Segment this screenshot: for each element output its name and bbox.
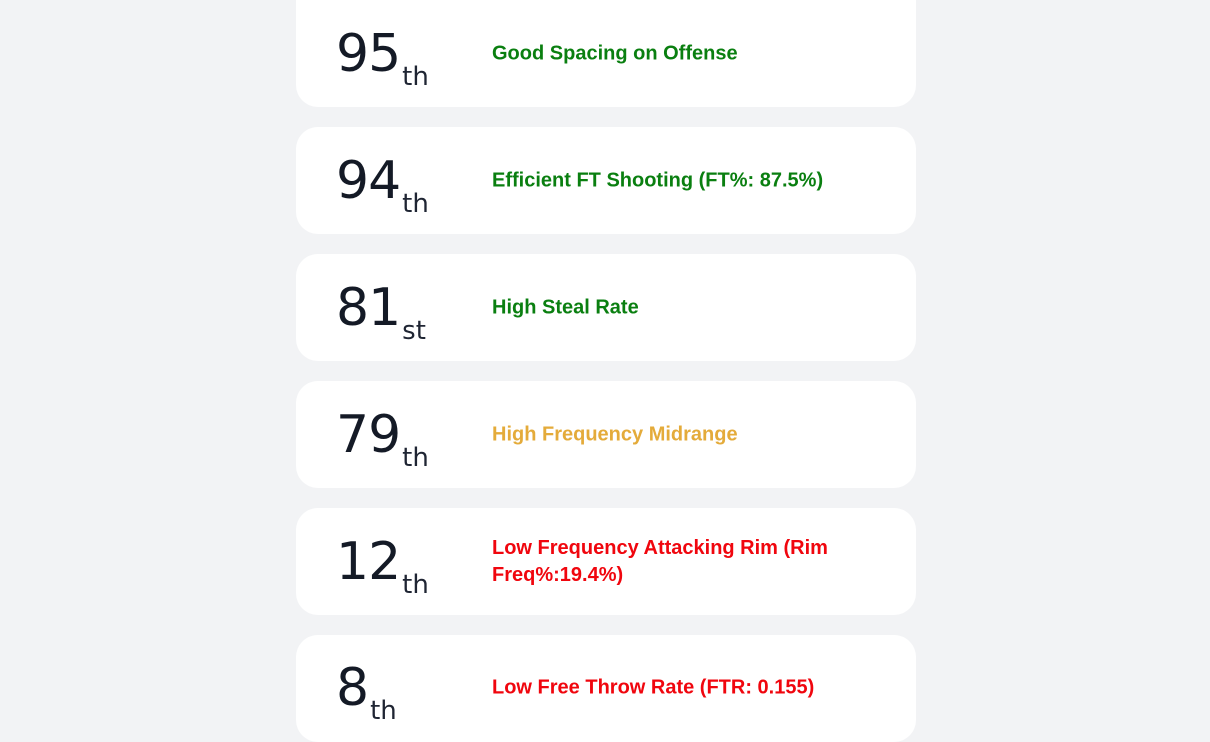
percentile-rank: 81st — [336, 282, 426, 346]
percentile-card: 95th Good Spacing on Offense — [296, 0, 916, 107]
percentile-number: 81 — [336, 277, 401, 338]
percentile-suffix: th — [370, 696, 397, 726]
percentile-suffix: th — [402, 442, 429, 473]
percentile-suffix: st — [402, 315, 426, 346]
percentile-rank: 12th — [336, 536, 429, 600]
trait-description: High Steal Rate — [492, 296, 639, 318]
percentile-suffix: th — [402, 569, 429, 600]
percentile-suffix: th — [402, 188, 429, 219]
percentile-number: 8 — [336, 658, 369, 718]
percentile-rank: 94th — [336, 155, 429, 219]
percentile-rank: 79th — [336, 409, 429, 473]
percentile-card: 8th Low Free Throw Rate (FTR: 0.155) — [296, 635, 916, 742]
trait-description: Efficient FT Shooting (FT%: 87.5%) — [492, 169, 824, 191]
percentile-card: 79th High Frequency Midrange — [296, 381, 916, 488]
percentile-number: 95 — [336, 23, 401, 84]
percentile-card: 81st High Steal Rate — [296, 254, 916, 361]
percentile-rank: 8th — [336, 662, 397, 726]
percentile-card: 94th Efficient FT Shooting (FT%: 87.5%) — [296, 127, 916, 234]
percentile-suffix: th — [402, 61, 429, 92]
trait-description: Low Frequency Attacking Rim (Rim Freq%:1… — [492, 536, 828, 586]
percentile-card: 12th Low Frequency Attacking Rim (Rim Fr… — [296, 508, 916, 615]
percentile-number: 79 — [336, 404, 401, 465]
trait-description: High Frequency Midrange — [492, 423, 738, 445]
trait-description: Low Free Throw Rate (FTR: 0.155) — [492, 676, 815, 699]
percentile-number: 94 — [336, 150, 401, 211]
percentile-rank: 95th — [336, 28, 429, 92]
trait-description: Good Spacing on Offense — [492, 42, 738, 64]
percentile-number: 12 — [336, 531, 401, 592]
